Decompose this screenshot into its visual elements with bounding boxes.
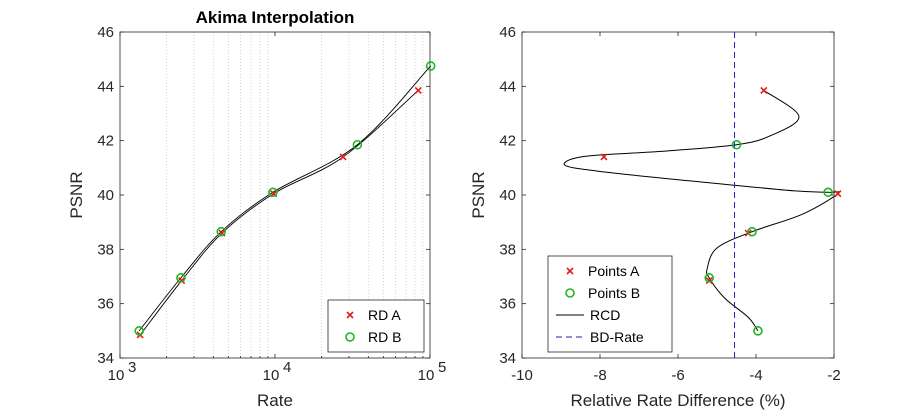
left-series-rd-a-point bbox=[414, 86, 422, 94]
left-xtick-label-exponent: 3 bbox=[128, 359, 136, 376]
left-legend-item-rd-a-marker bbox=[346, 311, 354, 319]
left-ytick-label: 42 bbox=[97, 133, 114, 150]
right-series-points-a-point bbox=[760, 86, 768, 94]
left-legend-item-rd-a-label: RD A bbox=[368, 307, 401, 323]
right-xtick-label: -6 bbox=[671, 367, 684, 384]
left-series-rd-a-point-stroke-2 bbox=[414, 86, 422, 94]
right-series-points-a-point bbox=[600, 153, 608, 161]
left-ytick-label: 44 bbox=[97, 78, 114, 95]
right-legend-item-points-a-marker-stroke-2 bbox=[566, 267, 574, 275]
right-series-points-b-point bbox=[747, 226, 757, 237]
right-legend: Points A Points B RCD BD-Rate bbox=[547, 255, 673, 353]
left-series-rd-a-point bbox=[339, 153, 347, 161]
left-chart-title: Akima Interpolation bbox=[196, 8, 355, 27]
right-ytick-label: 46 bbox=[499, 24, 516, 41]
right-ytick-label: 40 bbox=[499, 187, 516, 204]
left-legend-item-rd-b-marker bbox=[345, 332, 355, 342]
right-series-points-a-point bbox=[834, 190, 842, 198]
left-grid bbox=[166, 32, 424, 358]
right-series-points-a-point-stroke-2 bbox=[760, 86, 768, 94]
left-xtick-label: 10 bbox=[418, 367, 435, 384]
right-xtick-label: -10 bbox=[511, 367, 533, 384]
right-series-points-b-point bbox=[704, 273, 715, 283]
left-ytick-label: 36 bbox=[97, 296, 114, 313]
left-x-axis-label: Rate bbox=[257, 391, 293, 410]
right-ytick-label: 44 bbox=[499, 78, 516, 95]
left-legend-item-rd-a-marker-stroke-2 bbox=[346, 311, 354, 319]
right-series-points-a-point-stroke-2 bbox=[834, 190, 842, 198]
right-series-points-a-point bbox=[705, 277, 713, 285]
left-xtick-label: 10 bbox=[263, 367, 280, 384]
right-ytick-label: 34 bbox=[499, 350, 516, 367]
left-xtick-label-exponent: 5 bbox=[438, 359, 446, 376]
left-series-rd-b-point bbox=[176, 273, 186, 283]
right-chart: 34 36 38 40 42 44 46 -10 -8 -6 -4 -2 Relative Rate D… bbox=[469, 24, 842, 410]
left-series-rd-b-point bbox=[268, 187, 278, 198]
right-y-axis-label: PSNR bbox=[469, 171, 488, 218]
left-ytick-label: 40 bbox=[97, 187, 114, 204]
right-ytick-label: 42 bbox=[499, 133, 516, 150]
right-legend-item-points-a-marker bbox=[566, 267, 574, 275]
right-legend-item-points-b-marker bbox=[565, 288, 575, 298]
left-legend-item-rd-b-label: RD B bbox=[368, 329, 401, 345]
left-series-rd-b-point bbox=[352, 139, 363, 150]
left-y-axis-label: PSNR bbox=[67, 171, 86, 218]
left-series-rd-a-curve bbox=[139, 90, 419, 336]
right-legend-item-points-a-label: Points A bbox=[588, 263, 640, 279]
right-series-rcd-line bbox=[563, 90, 840, 332]
left-series-rd-b-point bbox=[216, 226, 227, 237]
right-legend-item-bd-rate-label: BD-Rate bbox=[590, 329, 644, 345]
right-xtick-label: -2 bbox=[827, 367, 840, 384]
left-series-rd-a-point bbox=[178, 277, 186, 285]
right-series-points-b-point bbox=[731, 139, 742, 150]
right-x-axis-label: Relative Rate Difference (%) bbox=[570, 391, 785, 410]
left-ytick-label: 38 bbox=[97, 241, 114, 258]
left-series-rd-a-point-stroke-2 bbox=[339, 153, 347, 161]
right-series-points-b-point bbox=[753, 326, 763, 336]
right-legend-item-points-b-label: Points B bbox=[588, 285, 640, 301]
left-xtick-label-exponent: 4 bbox=[283, 359, 291, 376]
left-series-rd-a-point-stroke-2 bbox=[178, 277, 186, 285]
left-legend-box bbox=[327, 299, 425, 353]
right-legend-item-rcd-label: RCD bbox=[590, 307, 620, 323]
right-series-points-a-point-stroke-2 bbox=[600, 153, 608, 161]
left-series-rd-b-point bbox=[134, 326, 144, 336]
left-legend: RD A RD B bbox=[327, 299, 425, 353]
right-xtick-label: -8 bbox=[593, 367, 606, 384]
left-ytick-label: 46 bbox=[97, 24, 114, 41]
left-ytick-label: 34 bbox=[97, 350, 114, 367]
left-series-rd-b-point bbox=[425, 61, 436, 71]
right-series-points-b-point bbox=[823, 187, 833, 198]
right-plot-content bbox=[563, 32, 840, 358]
right-ytick-label: 38 bbox=[499, 241, 516, 258]
left-xtick-label: 10 bbox=[108, 367, 125, 384]
right-ytick-label: 36 bbox=[499, 296, 516, 313]
right-xtick-label: -4 bbox=[749, 367, 762, 384]
right-series-points-a-point-stroke-2 bbox=[705, 277, 713, 285]
